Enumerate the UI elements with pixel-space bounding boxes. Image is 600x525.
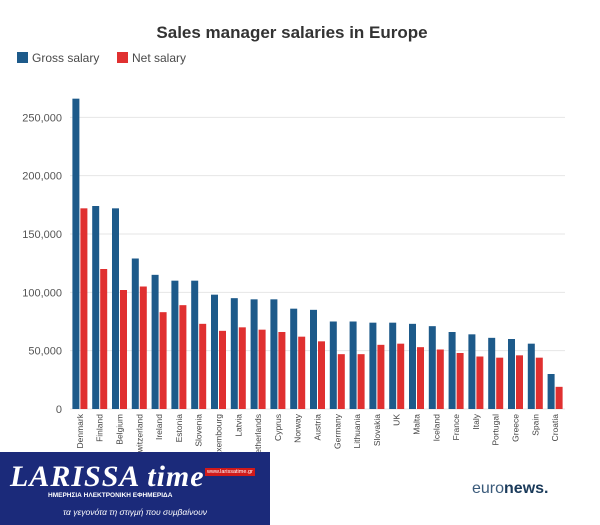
bar-gross-salary bbox=[428, 326, 436, 409]
x-tick-label: Germany bbox=[332, 413, 342, 449]
legend-label-gross: Gross salary bbox=[32, 51, 99, 65]
legend-swatch-net bbox=[117, 52, 128, 63]
bar-net-salary bbox=[436, 349, 444, 409]
brand-part1: euro bbox=[472, 480, 505, 497]
x-tick-label: Croatia bbox=[550, 414, 560, 442]
x-tick-label: Switzerland bbox=[134, 414, 144, 458]
bar-gross-salary bbox=[151, 274, 159, 409]
bar-gross-salary bbox=[329, 321, 337, 409]
bar-gross-salary bbox=[290, 308, 298, 409]
x-tick-label: Luxembourg bbox=[214, 414, 224, 462]
x-tick-label: Lithuania bbox=[352, 414, 362, 449]
bar-net-salary bbox=[100, 269, 108, 409]
euronews-logo: euronews. bbox=[472, 480, 549, 498]
bar-gross-salary bbox=[448, 332, 456, 409]
y-tick-label: 200,000 bbox=[22, 171, 62, 183]
bar-net-salary bbox=[397, 343, 405, 409]
bar-net-salary bbox=[80, 208, 88, 409]
x-tick-label: Portugal bbox=[491, 414, 501, 446]
bars bbox=[72, 98, 563, 410]
bar-net-salary bbox=[496, 357, 504, 409]
bar-net-salary bbox=[298, 336, 306, 409]
bar-net-salary bbox=[516, 355, 523, 409]
x-tick-label: Latvia bbox=[233, 414, 243, 437]
x-tick-label: Slovenia bbox=[194, 414, 204, 447]
y-tick-label: 100,000 bbox=[22, 287, 62, 299]
x-tick-label: Estonia bbox=[174, 414, 184, 443]
bar-gross-salary bbox=[508, 339, 515, 409]
bar-gross-salary bbox=[211, 294, 218, 409]
bar-net-salary bbox=[337, 354, 345, 409]
y-tick-label: 50,000 bbox=[28, 346, 62, 358]
x-tick-label: Ireland bbox=[154, 414, 164, 440]
bar-net-salary bbox=[120, 290, 127, 409]
y-tick-label: 0 bbox=[56, 404, 62, 416]
bar-net-salary bbox=[159, 312, 167, 409]
bar-gross-salary bbox=[171, 280, 179, 409]
x-tick-label: UK bbox=[392, 414, 402, 426]
x-tick-label: Slovakia bbox=[372, 414, 382, 446]
y-axis: 0 50,000 100,000 150,000 200,000 250,000 bbox=[22, 112, 62, 416]
watermark-logo: LARISSA time bbox=[10, 460, 205, 493]
larissatime-watermark: LARISSA time www.larissatime.gr ΗΜΕΡΗΣΙΑ… bbox=[0, 452, 270, 525]
x-tick-label: Norway bbox=[293, 413, 303, 443]
bar-gross-salary bbox=[369, 322, 377, 409]
bar-gross-salary bbox=[270, 299, 278, 409]
bar-net-salary bbox=[476, 356, 484, 409]
bar-net-salary bbox=[417, 347, 424, 409]
bar-gross-salary bbox=[389, 322, 397, 409]
y-tick-label: 150,000 bbox=[22, 229, 62, 241]
bar-gross-salary bbox=[547, 374, 555, 409]
bar-gross-salary bbox=[527, 343, 535, 409]
x-tick-label: Finland bbox=[95, 414, 105, 442]
bar-gross-salary bbox=[488, 337, 496, 409]
y-tick-label: 250,000 bbox=[22, 112, 62, 124]
bar-gross-salary bbox=[131, 258, 139, 409]
bar-net-salary bbox=[555, 386, 563, 409]
bar-gross-salary bbox=[349, 321, 357, 409]
x-tick-label: Denmark bbox=[75, 413, 85, 448]
bar-net-salary bbox=[139, 286, 147, 409]
bar-gross-salary bbox=[468, 334, 476, 409]
bar-gross-salary bbox=[92, 206, 100, 409]
bar-net-salary bbox=[258, 329, 266, 409]
bar-net-salary bbox=[238, 327, 246, 409]
chart-title: Sales manager salaries in Europe bbox=[156, 23, 427, 42]
brand-part2: news. bbox=[504, 480, 549, 497]
bar-gross-salary bbox=[191, 280, 199, 409]
bar-gross-salary bbox=[112, 208, 119, 409]
legend-swatch-gross bbox=[17, 52, 28, 63]
bar-net-salary bbox=[535, 357, 543, 409]
x-tick-label: Iceland bbox=[431, 414, 441, 442]
legend-label-net: Net salary bbox=[132, 51, 186, 65]
x-tick-label: Netherlands bbox=[253, 414, 263, 460]
x-tick-label: France bbox=[451, 414, 461, 441]
bar-net-salary bbox=[199, 323, 207, 409]
bar-net-salary bbox=[357, 354, 365, 409]
bar-net-salary bbox=[219, 330, 226, 409]
x-tick-label: Italy bbox=[471, 413, 481, 429]
watermark-tagline: τα γεγονότα τη στιγμή που συμβαίνουν bbox=[62, 507, 207, 517]
bar-net-salary bbox=[318, 341, 325, 409]
watermark-url: www.larissatime.gr bbox=[205, 468, 255, 476]
bar-gross-salary bbox=[250, 299, 258, 409]
x-tick-label: Cyprus bbox=[273, 414, 283, 441]
x-tick-label: Spain bbox=[530, 414, 540, 436]
x-tick-label: Belgium bbox=[115, 414, 125, 445]
legend: Gross salary Net salary bbox=[17, 51, 186, 65]
bar-gross-salary bbox=[230, 298, 238, 409]
bar-net-salary bbox=[377, 344, 385, 409]
bar-gross-salary bbox=[409, 323, 416, 409]
x-tick-label: Malta bbox=[412, 414, 422, 435]
bar-net-salary bbox=[278, 332, 286, 409]
watermark-subtitle: ΗΜΕΡΗΣΙΑ ΗΛΕΚΤΡΟΝΙΚΗ ΕΦΗΜΕΡΙΔΑ bbox=[48, 492, 173, 499]
bar-gross-salary bbox=[310, 309, 317, 409]
bar-gross-salary bbox=[72, 98, 80, 410]
x-tick-label: Austria bbox=[313, 414, 323, 441]
bar-net-salary bbox=[179, 305, 187, 409]
bar-net-salary bbox=[456, 353, 464, 409]
x-tick-label: Greece bbox=[511, 414, 521, 442]
x-axis: Denmark Finland Belgium Switzerland Ireland E… bbox=[75, 413, 560, 461]
